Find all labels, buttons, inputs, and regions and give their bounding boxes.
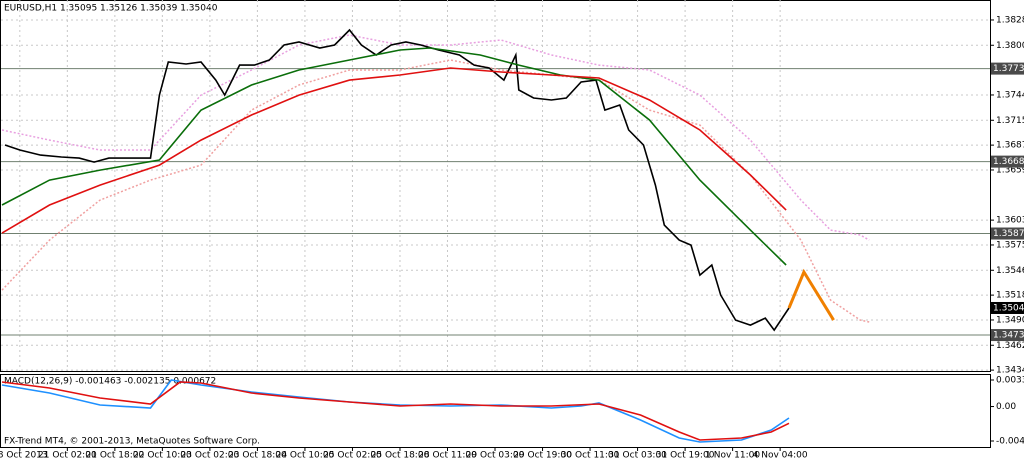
- y-tick-label: 1.36875: [996, 141, 1024, 151]
- y-tick-label: 1.36595: [996, 165, 1024, 175]
- x-tick-label: 29 Oct 03:00: [466, 451, 525, 461]
- level-label: 1.37737: [993, 64, 1024, 74]
- price-label: 1.35040: [993, 303, 1024, 313]
- x-tick-label: 30 Oct 11:00: [561, 451, 620, 461]
- y-tick-label: -0.004385: [996, 436, 1024, 446]
- x-tick-label: 25 Oct 02:00: [323, 451, 382, 461]
- y-tick-label: 1.36030: [996, 216, 1024, 226]
- y-tick-label: 0.00: [996, 402, 1016, 412]
- chart-title: EURUSD,H1 1.35095 1.35126 1.35039 1.3504…: [4, 4, 218, 14]
- x-tick-label: 28 Oct 11:00: [418, 451, 477, 461]
- level-label: 1.36689: [993, 157, 1024, 167]
- x-tick-label: 23 Oct 18:00: [228, 451, 287, 461]
- y-tick-label: 1.37155: [996, 116, 1024, 126]
- x-tick-label: 23 Oct 02:00: [181, 451, 240, 461]
- y-tick-label: 1.37440: [996, 90, 1024, 100]
- series-line: [1, 47, 787, 266]
- x-tick-label: 22 Oct 10:00: [133, 451, 192, 461]
- y-tick-label: 1.38285: [996, 15, 1024, 25]
- series-line: [1, 67, 787, 234]
- level-label: 1.34735: [993, 331, 1024, 341]
- y-tick-label: 1.38000: [996, 41, 1024, 51]
- x-tick-label: 18 Oct 2013: [0, 451, 48, 461]
- level-box: [991, 155, 1024, 168]
- y-tick-label: 0.003378: [996, 375, 1024, 385]
- level-label: 1.35879: [993, 229, 1024, 239]
- x-tick-label: 21 Oct 18:00: [86, 451, 145, 461]
- macd-title: MACD(12,26,9) -0.001463 -0.002135 0.0006…: [4, 377, 216, 387]
- y-tick-label: 1.34905: [996, 315, 1024, 325]
- x-tick-label: 31 Oct 19:00: [656, 451, 715, 461]
- y-tick-label: 1.35465: [996, 266, 1024, 276]
- series-line: [1, 381, 790, 441]
- x-tick-label: 31 Oct 03:00: [608, 451, 667, 461]
- x-tick-label: 21 Oct 02:00: [38, 451, 97, 461]
- level-box: [991, 62, 1024, 75]
- x-tick-label: 4 Nov 04:00: [753, 451, 808, 461]
- x-tick-label: 25 Oct 18:00: [371, 451, 430, 461]
- level-box: [991, 329, 1024, 342]
- series-line: [1, 379, 790, 443]
- price-box: [991, 301, 1024, 314]
- series-line: [1, 59, 870, 323]
- y-tick-label: 1.34620: [996, 341, 1024, 351]
- y-tick-label: 1.34340: [996, 366, 1024, 376]
- y-tick-label: 1.35750: [996, 240, 1024, 250]
- x-tick-label: 29 Oct 19:00: [513, 451, 572, 461]
- series-line: [1, 34, 870, 241]
- footer: FX-Trend MT4, © 2001-2013, MetaQuotes So…: [4, 437, 260, 447]
- y-tick-label: 1.35185: [996, 291, 1024, 301]
- series-line: [787, 268, 835, 321]
- level-box: [991, 227, 1024, 240]
- x-tick-label: 24 Oct 10:00: [276, 451, 335, 461]
- x-tick-label: 1 Nov 11:00: [705, 451, 760, 461]
